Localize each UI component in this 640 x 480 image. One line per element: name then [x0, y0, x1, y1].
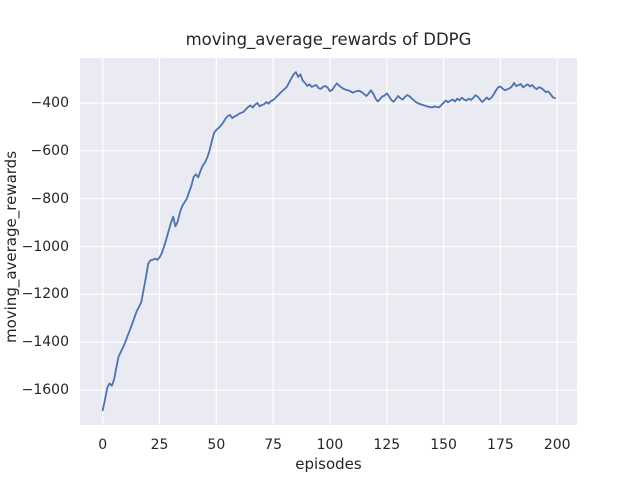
x-tick-label: 200: [543, 437, 571, 453]
y-tick-label: −1600: [21, 382, 69, 399]
y-tick-label: −1000: [21, 238, 69, 255]
plot-area: [80, 58, 577, 425]
y-tick-label: −600: [30, 142, 69, 159]
x-tick-label: 75: [264, 437, 283, 453]
series-line-moving_average_rewards: [101, 71, 556, 412]
x-tick-label: 25: [150, 437, 169, 453]
x-tick-label: 0: [98, 437, 108, 453]
y-tick-label: −400: [30, 94, 69, 111]
y-tick-label: −1200: [21, 286, 69, 303]
y-tick-label: −800: [30, 190, 69, 207]
chart-title: moving_average_rewards of DDPG: [185, 30, 472, 49]
x-tick-label: 175: [487, 437, 514, 453]
x-tick-label: 125: [373, 437, 401, 453]
y-tick-label: −1400: [21, 334, 69, 351]
x-axis-label: episodes: [295, 455, 362, 473]
line-chart: [80, 58, 577, 425]
x-tick-label: 50: [207, 437, 226, 453]
x-tick-label: 100: [316, 437, 344, 453]
x-tick-label: 150: [430, 437, 457, 453]
